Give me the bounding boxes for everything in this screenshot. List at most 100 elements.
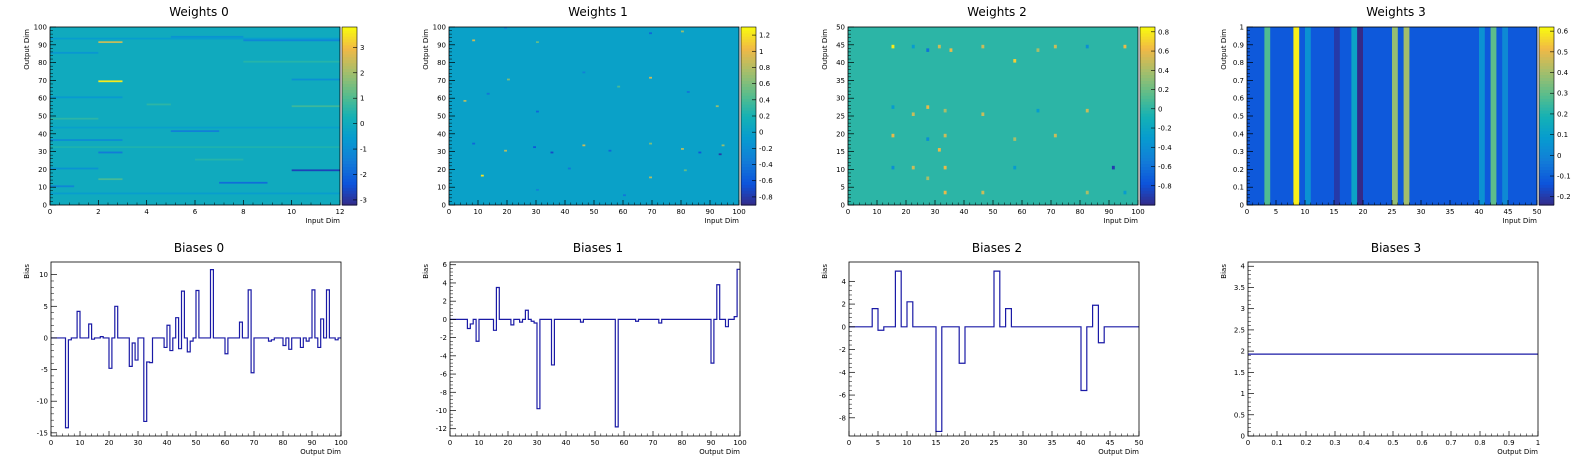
- y-axis-title: Bias: [821, 264, 829, 279]
- colorbar-segment: [342, 130, 357, 135]
- y-tick-label: 60: [437, 95, 446, 103]
- heatmap-cell: [891, 133, 895, 138]
- x-tick-label: 30: [931, 208, 940, 216]
- colorbar-segment: [342, 154, 357, 159]
- x-tick-label: 80: [279, 439, 288, 447]
- y-tick-label: 3.5: [1234, 284, 1245, 292]
- heatmap-cell: [981, 190, 985, 195]
- x-axis-title: Output Dim: [1497, 448, 1538, 456]
- colorbar-segment: [1140, 142, 1155, 147]
- x-axis-title: Input Dim: [305, 217, 340, 225]
- x-tick-label: 0: [49, 439, 53, 447]
- heatmap-cell: [50, 51, 99, 54]
- x-tick-label: 0: [1246, 439, 1250, 447]
- colorbar-segment: [342, 104, 357, 108]
- y-tick-label: 4: [842, 278, 847, 286]
- colorbar-segment: [1539, 196, 1554, 200]
- heatmap-cell: [243, 39, 340, 42]
- colorbar-segment: [342, 139, 357, 144]
- y-axis-title: Output Dim: [1220, 29, 1228, 70]
- colorbar-tick-label: 0.6: [1557, 28, 1569, 36]
- heatmap-cell: [98, 80, 123, 83]
- colorbar-tick-label: -0.8: [1158, 182, 1172, 190]
- colorbar-segment: [1539, 139, 1554, 144]
- x-tick-label: 40: [163, 439, 172, 447]
- chart-svg: Biases 10 10 20 30 40 50 60 70 80 90 100-12-10-8-6…: [422, 241, 747, 456]
- colorbar-segment: [1140, 118, 1155, 123]
- colorbar-segment: [342, 92, 357, 96]
- colorbar-segment: [342, 65, 357, 70]
- colorbar-segment: [342, 77, 357, 81]
- colorbar-segment: [741, 62, 756, 67]
- y-tick-label: 0.5: [1233, 113, 1244, 121]
- colorbar-segment: [342, 74, 357, 79]
- x-tick-label: 35: [1048, 439, 1057, 447]
- x-tick-label: 60: [619, 208, 628, 216]
- x-tick-label: 30: [533, 439, 542, 447]
- colorbar-segment: [741, 172, 756, 176]
- heatmap-cell: [507, 78, 510, 81]
- colorbar-segment: [1539, 83, 1554, 87]
- heatmap-cell: [536, 188, 539, 191]
- colorbar-segment: [1140, 86, 1155, 90]
- x-tick-label: 30: [134, 439, 143, 447]
- y-tick-label: 0.7: [1233, 77, 1244, 85]
- colorbar-segment: [1539, 190, 1554, 194]
- heatmap-cell: [472, 142, 476, 145]
- colorbar-tick-label: 0: [360, 120, 364, 128]
- x-tick-label: 80: [677, 208, 686, 216]
- heatmap-cell: [698, 151, 702, 154]
- colorbar-segment: [342, 116, 357, 120]
- y-tick-label: 0.3: [1233, 148, 1244, 156]
- y-tick-label: -6: [839, 392, 847, 400]
- heatmap-cell: [1053, 133, 1057, 138]
- x-tick-label: 20: [503, 208, 512, 216]
- colorbar-segment: [1140, 190, 1155, 194]
- colorbar-tick-label: 0.2: [1557, 110, 1568, 118]
- heatmap-cell: [681, 148, 684, 150]
- heatmap-cells: [848, 27, 1138, 205]
- x-tick-label: 0.1: [1271, 439, 1282, 447]
- x-tick-label: 0: [1245, 208, 1249, 216]
- colorbar-segment: [1140, 98, 1155, 102]
- colorbar-segment: [741, 50, 756, 55]
- weights-3-panel: Weights 3 -0.2 -0.1 0 0.1 0.2 0.3 0.4 0.5 0.6 0 5 10…: [1197, 0, 1596, 236]
- heatmap-column: [1479, 27, 1485, 205]
- x-tick-label: 0.8: [1474, 439, 1485, 447]
- heatmap-cell: [291, 169, 340, 172]
- heatmap-cell: [617, 85, 621, 88]
- y-tick-label: 20: [38, 166, 47, 174]
- x-tick-label: 0.6: [1416, 439, 1428, 447]
- colorbar-segment: [342, 53, 357, 58]
- x-tick-label: 50: [989, 208, 998, 216]
- colorbar-tick-label: 0.2: [1158, 86, 1169, 94]
- colorbar-segment: [741, 124, 756, 129]
- colorbar-segment: [1539, 172, 1554, 176]
- heatmap-cell: [1053, 44, 1057, 49]
- colorbar-tick-label: 0.5: [1557, 48, 1568, 56]
- colorbar-segment: [1140, 32, 1155, 37]
- x-tick-label: 70: [648, 208, 657, 216]
- colorbar-segment: [342, 145, 357, 150]
- heatmap-background: [449, 27, 739, 205]
- colorbar-segment: [1539, 95, 1554, 99]
- colorbar-segment: [1539, 29, 1554, 34]
- colorbar-segment: [1539, 157, 1554, 162]
- colorbar-segment: [1140, 169, 1155, 173]
- colorbar-segment: [342, 181, 357, 185]
- heatmap-cell: [911, 112, 915, 116]
- colorbar-segment: [741, 121, 756, 126]
- colorbar-segment: [1539, 178, 1554, 182]
- colorbar-segment: [342, 118, 357, 123]
- colorbar-segment: [741, 118, 756, 123]
- x-tick-label: 50: [590, 208, 599, 216]
- chart-svg: Biases 2 0 5 10 15 20 25 30 35 40 45 50 -8 -6 -4 -2 0 2 4 O…: [821, 241, 1143, 456]
- colorbar-segment: [1539, 86, 1554, 90]
- heatmap-cell: [291, 105, 340, 108]
- colorbar-tick-label: -1: [360, 146, 367, 154]
- heatmap-cell: [50, 96, 123, 99]
- colorbar-segment: [1140, 38, 1155, 43]
- heatmap-column: [1334, 27, 1340, 205]
- x-tick-label: 1: [1536, 439, 1540, 447]
- colorbar-tick-label: 2: [360, 69, 364, 77]
